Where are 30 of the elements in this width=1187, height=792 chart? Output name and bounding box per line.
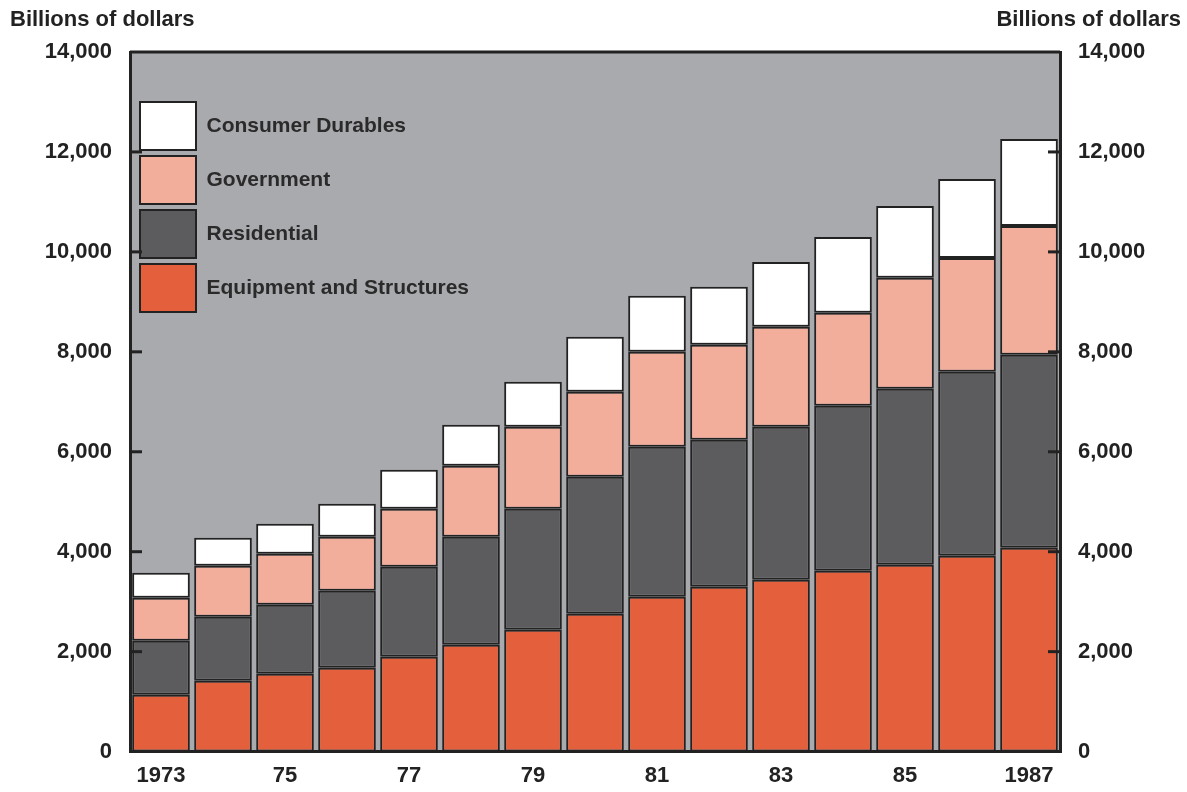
legend-label: Consumer Durables [206,112,407,136]
y2-tick-label: 2,000 [1078,637,1134,663]
y2-tick-label: 12,000 [1078,138,1146,164]
legend-label: Government [206,166,331,190]
y-tick-label: 8,000 [56,337,112,363]
y-tick-label: 2,000 [56,637,112,663]
x-tick-label: 1973 [136,761,186,787]
legend-label: Residential [206,220,319,244]
y2-tick-label: 4,000 [1078,537,1134,563]
x-tick-label: 81 [644,761,670,787]
y-tick-label: 6,000 [56,437,112,463]
x-tick-label: 75 [272,761,298,787]
y-tick-label: 14,000 [44,38,112,64]
y-tick-label: 12,000 [44,138,112,164]
y2-tick-label: 14,000 [1078,38,1146,64]
y2-axis-title: Billions of dollars [996,6,1181,32]
x-tick-label: 79 [520,761,546,787]
y2-tick-label: 8,000 [1078,337,1134,363]
y-tick-label: 0 [99,737,112,763]
x-tick-label: 83 [768,761,794,787]
legend-label: Equipment and Structures [206,274,470,298]
y-axis-title: Billions of dollars [10,6,195,32]
y2-tick-label: 6,000 [1078,437,1134,463]
x-tick-label: 1987 [1004,761,1054,787]
y2-tick-label: 10,000 [1078,237,1146,263]
y2-tick-label: 0 [1078,737,1091,763]
x-tick-label: 85 [892,761,918,787]
y-tick-label: 10,000 [44,237,112,263]
x-tick-label: 77 [396,761,422,787]
y-tick-label: 4,000 [56,537,112,563]
